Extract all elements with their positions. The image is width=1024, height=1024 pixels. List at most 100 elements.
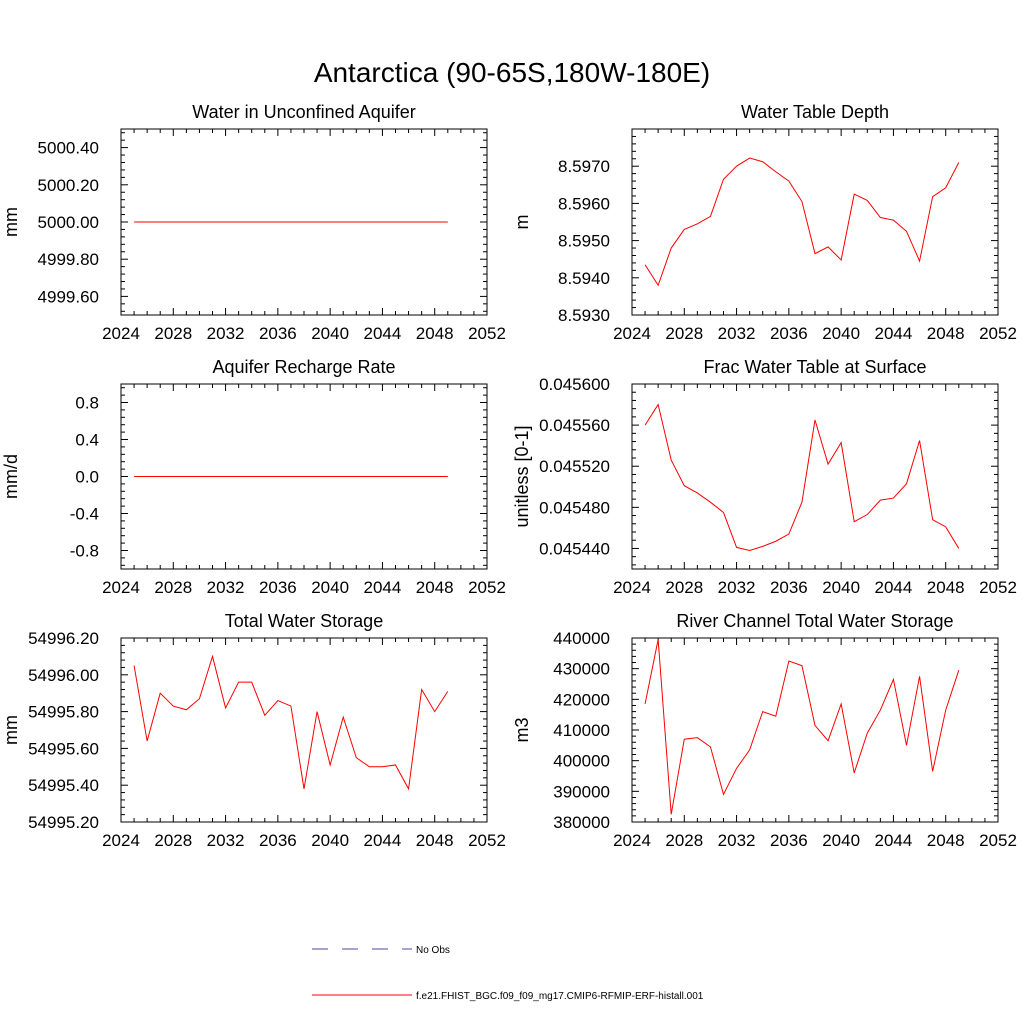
y-tick-label: 430000	[553, 660, 610, 679]
x-tick-label: 2052	[468, 324, 506, 343]
x-tick-label: 2052	[979, 831, 1017, 850]
x-tick-label: 2036	[259, 324, 297, 343]
x-tick-label: 2036	[259, 578, 297, 597]
x-tick-label: 2032	[207, 324, 245, 343]
x-tick-label: 2048	[927, 831, 965, 850]
y-tick-label: 54996.00	[28, 666, 99, 685]
y-axis-label: mm/d	[1, 454, 21, 499]
x-tick-label: 2048	[927, 578, 965, 597]
y-tick-label: 0.045520	[539, 457, 610, 476]
panel-title: Water Table Depth	[741, 102, 889, 122]
x-tick-label: 2028	[665, 578, 703, 597]
y-tick-label: 410000	[553, 721, 610, 740]
x-tick-label: 2024	[613, 324, 651, 343]
series-line	[644, 157, 960, 287]
x-tick-label: 2044	[364, 324, 402, 343]
panel-1: Water in Unconfined Aquifer 2024 2028 2032 2…	[1, 102, 506, 343]
x-tick-label: 2040	[822, 578, 860, 597]
x-tick-label: 2024	[613, 831, 651, 850]
panel-title: Water in Unconfined Aquifer	[192, 102, 415, 122]
x-tick-label: 2040	[822, 831, 860, 850]
y-tick-label: 5000.20	[38, 176, 99, 195]
y-tick-label: 8.5960	[558, 194, 610, 213]
x-tick-label: 2028	[665, 831, 703, 850]
y-tick-label: 0.045560	[539, 416, 610, 435]
x-tick-label: 2052	[468, 831, 506, 850]
x-tick-label: 2048	[416, 831, 454, 850]
plot-frame	[120, 637, 488, 823]
y-axis-label: m3	[512, 717, 532, 742]
y-tick-label: 0.0	[75, 468, 99, 487]
x-tick-label: 2048	[416, 578, 454, 597]
panel-6: River Channel Total Water Storage 2024 202…	[512, 611, 1017, 850]
y-tick-label: 380000	[553, 813, 610, 832]
panel-title: River Channel Total Water Storage	[676, 611, 953, 631]
x-tick-label: 2040	[311, 831, 349, 850]
legend-label: No Obs	[416, 945, 450, 956]
x-tick-label: 2036	[770, 578, 808, 597]
y-tick-label: 8.5940	[558, 269, 610, 288]
panels: Water in Unconfined Aquifer 2024 2028 2032 2…	[1, 102, 1017, 850]
panel-title: Frac Water Table at Surface	[703, 357, 926, 377]
plot-frame	[631, 383, 999, 570]
legend: No Obs f.e21.FHIST_BGC.f09_f09_mg17.CMIP6…	[312, 945, 704, 1002]
x-tick-label: 2040	[822, 324, 860, 343]
y-tick-label: 0.8	[75, 394, 99, 413]
y-axis-label: unitless [0-1]	[512, 425, 532, 527]
x-tick-label: 2044	[875, 324, 913, 343]
y-tick-label: 8.5930	[558, 306, 610, 325]
panel-4: Frac Water Table at Surface 2024 2028 2032 2…	[512, 357, 1017, 597]
y-tick-label: -0.8	[70, 542, 99, 561]
y-tick-label: 54995.80	[28, 703, 99, 722]
y-tick-label: 0.4	[75, 431, 99, 450]
x-tick-label: 2024	[102, 324, 140, 343]
panel-3: Aquifer Recharge Rate 2024 2028 2032 2036 204…	[1, 357, 506, 597]
x-tick-label: 2052	[468, 578, 506, 597]
y-tick-label: 54996.20	[28, 629, 99, 648]
x-tick-label: 2024	[102, 831, 140, 850]
x-tick-label: 2028	[154, 324, 192, 343]
y-axis-label: mm	[1, 715, 21, 745]
x-tick-label: 2052	[979, 324, 1017, 343]
y-tick-label: 8.5950	[558, 232, 610, 251]
y-tick-label: 4999.80	[38, 250, 99, 269]
x-tick-label: 2032	[207, 831, 245, 850]
y-tick-label: 8.5970	[558, 157, 610, 176]
x-tick-label: 2028	[665, 324, 703, 343]
x-tick-label: 2044	[875, 831, 913, 850]
legend-label: f.e21.FHIST_BGC.f09_f09_mg17.CMIP6-RFMIP…	[416, 991, 704, 1002]
series-line	[133, 654, 449, 791]
figure-title: Antarctica (90-65S,180W-180E)	[314, 57, 710, 88]
x-tick-label: 2048	[416, 324, 454, 343]
x-tick-label: 2044	[364, 831, 402, 850]
x-tick-label: 2036	[259, 831, 297, 850]
y-tick-label: 400000	[553, 752, 610, 771]
plot-frame	[631, 637, 999, 823]
panel-2: Water Table Depth 2024 2028 2032 2036 2040 204…	[512, 102, 1017, 343]
x-tick-label: 2052	[979, 578, 1017, 597]
series-line	[644, 403, 960, 552]
y-tick-label: 5000.40	[38, 139, 99, 158]
y-tick-label: 420000	[553, 690, 610, 709]
x-tick-label: 2028	[154, 831, 192, 850]
x-tick-label: 2044	[875, 578, 913, 597]
y-tick-label: 0.045440	[539, 539, 610, 558]
y-tick-label: 54995.40	[28, 776, 99, 795]
y-tick-label: 0.045600	[539, 375, 610, 394]
y-tick-label: 4999.60	[38, 287, 99, 306]
x-tick-label: 2040	[311, 324, 349, 343]
panel-title: Total Water Storage	[225, 611, 383, 631]
y-tick-label: 0.045480	[539, 498, 610, 517]
x-tick-label: 2048	[927, 324, 965, 343]
x-tick-label: 2036	[770, 324, 808, 343]
x-tick-label: 2044	[364, 578, 402, 597]
x-tick-label: 2032	[718, 324, 756, 343]
y-tick-label: 440000	[553, 629, 610, 648]
y-tick-label: 390000	[553, 782, 610, 801]
panel-5: Total Water Storage 2024 2028 2032 2036 2040 2…	[1, 611, 506, 850]
y-tick-label: 5000.00	[38, 213, 99, 232]
y-axis-label: mm	[1, 207, 21, 237]
plot-frame	[631, 128, 999, 316]
x-tick-label: 2032	[718, 831, 756, 850]
